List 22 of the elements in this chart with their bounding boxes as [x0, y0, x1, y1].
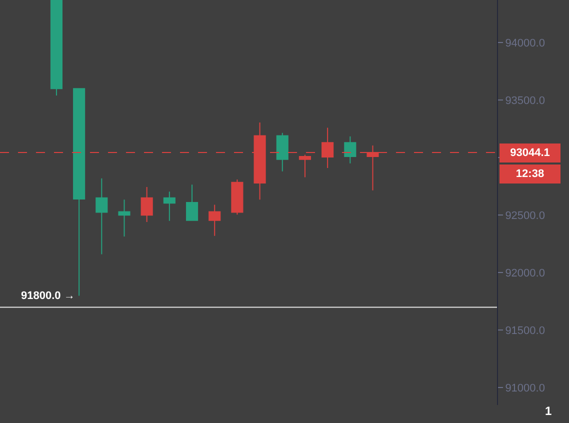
- candlestick: [140, 186, 153, 223]
- y-tick-label: 92500.0: [505, 210, 545, 222]
- y-tick-label: 93500.0: [505, 94, 545, 107]
- y-tick-label: 91000.0: [505, 382, 545, 395]
- candlestick: [186, 184, 198, 222]
- candlestick: [344, 136, 356, 164]
- annotation: 91800.0 →: [21, 290, 75, 302]
- candlestick: [73, 88, 86, 296]
- candlestick: [298, 154, 312, 178]
- y-tick-label: 92000.0: [505, 268, 545, 280]
- candlestick: [163, 191, 176, 222]
- candlestick: [118, 199, 130, 237]
- candlestick: [276, 132, 288, 172]
- candlestick: [50, 0, 63, 96]
- candlestick: [96, 178, 108, 255]
- text: 1: [545, 404, 552, 418]
- y-tick-label: 91500.0: [505, 325, 545, 338]
- candlestick: [208, 204, 221, 236]
- text: 12:38: [516, 168, 544, 180]
- ref-line-label: 93044.1: [510, 147, 550, 159]
- y-tick-label: 94000.0: [505, 37, 545, 50]
- candlestick: [231, 178, 244, 216]
